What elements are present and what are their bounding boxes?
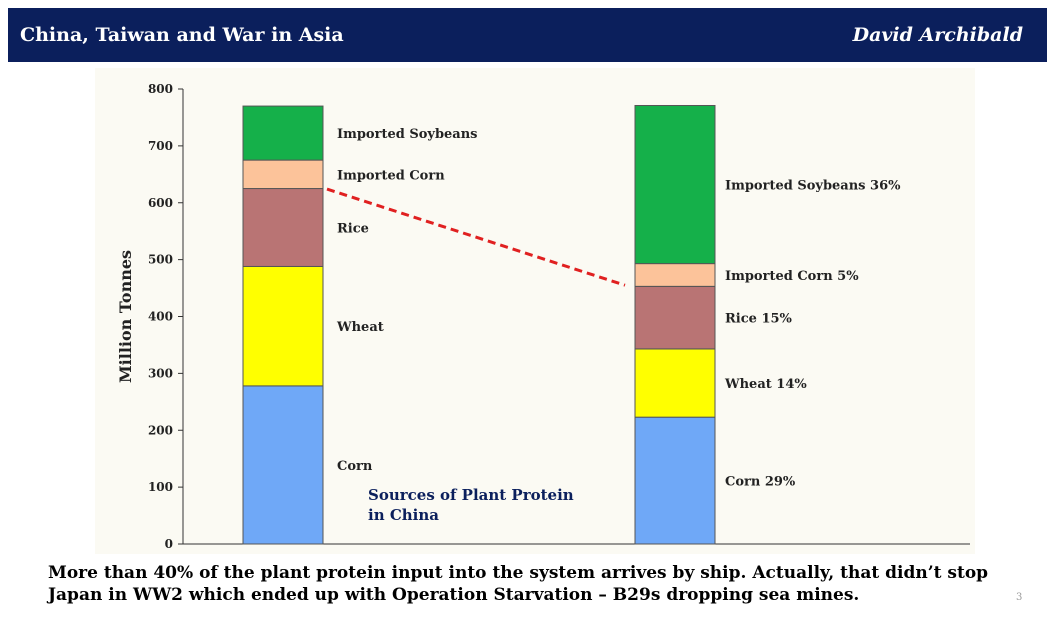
segment-label-rice-2: Rice 15% [725, 312, 793, 327]
y-tick-label: 700 [148, 139, 173, 153]
bar-rice-1 [242, 188, 324, 267]
bar-imported-corn-2 [634, 263, 716, 287]
slide-caption: More than 40% of the plant protein input… [48, 563, 989, 605]
segment-label-corn-1: Corn [337, 459, 373, 474]
y-tick-label: 600 [148, 196, 173, 210]
y-tick-label: 300 [148, 366, 173, 380]
segment-label-wheat-1: Wheat [336, 320, 384, 335]
bar-corn-2 [634, 416, 716, 545]
bar-imported-corn-1 [242, 159, 324, 190]
slide-title: China, Taiwan and War in Asia [20, 24, 344, 46]
y-tick-label: 0 [165, 537, 173, 551]
slide-header: China, Taiwan and War in Asia David Arch… [8, 8, 1047, 62]
y-tick-label: 200 [148, 423, 173, 437]
chart-annotation: Sources of Plant Protein in China [368, 486, 574, 524]
stacked-bar-chart: 0 100 200 300 400 500 600 700 800 Million Tonnes C… [116, 82, 970, 551]
segment-label-imported-soybeans-1: Imported Soybeans [337, 127, 478, 142]
y-tick-label: 800 [148, 82, 173, 96]
bar-imported-soybeans-2 [634, 104, 716, 265]
y-tick-label: 100 [148, 480, 173, 494]
segment-label-imported-soybeans-2: Imported Soybeans 36% [725, 179, 901, 194]
bar-corn-1 [242, 385, 324, 545]
bar-wheat-1 [242, 265, 324, 387]
bar-rice-2 [634, 285, 716, 350]
bar-imported-soybeans-1 [242, 105, 324, 161]
segment-label-corn-2: Corn 29% [725, 475, 796, 490]
y-tick-label: 500 [148, 253, 173, 267]
chart-area: 0 100 200 300 400 500 600 700 800 Million Tonnes C… [95, 68, 975, 554]
segment-label-imported-corn-1: Imported Corn [337, 168, 445, 183]
y-axis-title: Million Tonnes [116, 250, 135, 383]
dashed-connector-line [326, 187, 626, 287]
segment-label-wheat-2: Wheat 14% [724, 377, 807, 392]
segment-label-rice-1: Rice [337, 221, 369, 236]
slide-number: 3 [1016, 592, 1023, 603]
bar-wheat-2 [634, 348, 716, 418]
slide-author: David Archibald [852, 24, 1023, 46]
y-tick-label: 400 [148, 310, 173, 324]
segment-label-imported-corn-2: Imported Corn 5% [725, 269, 859, 284]
